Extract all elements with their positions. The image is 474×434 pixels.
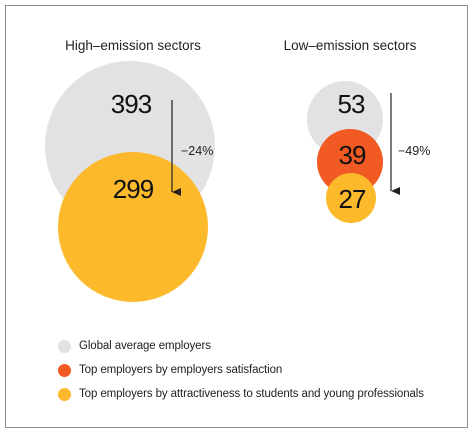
value-high-attractive: 299 [113,174,154,204]
legend-label-global: Global average employers [79,340,211,352]
change-low: −49% [398,144,430,158]
legend-swatch-attractiveness [58,387,71,401]
change-high: −24% [181,144,213,158]
panel-title-low: Low–emission sectors [284,38,417,53]
panel-title-high: High–emission sectors [65,38,201,53]
legend-label-satisfaction: Top employers by employers satisfaction [79,364,283,376]
value-high-global: 393 [111,89,152,119]
legend-item-attractiveness: Top employers by attractiveness to stude… [58,382,424,406]
legend: Global average employers Top employers b… [58,334,424,406]
value-low-global: 53 [338,89,365,119]
legend-swatch-satisfaction [58,363,71,377]
chart-frame [5,5,468,428]
legend-label-attractiveness: Top employers by attractiveness to stude… [79,388,424,400]
legend-item-global: Global average employers [58,334,424,358]
value-low-satisfaction: 39 [339,140,366,170]
value-low-attractive: 27 [339,184,366,214]
legend-swatch-global [58,339,71,353]
bubble-high-attractive [58,152,208,302]
legend-item-satisfaction: Top employers by employers satisfaction [58,358,424,382]
bubble-low-attractive [326,173,376,223]
